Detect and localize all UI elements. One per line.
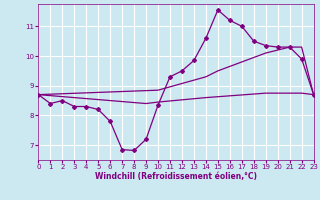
X-axis label: Windchill (Refroidissement éolien,°C): Windchill (Refroidissement éolien,°C) <box>95 172 257 181</box>
